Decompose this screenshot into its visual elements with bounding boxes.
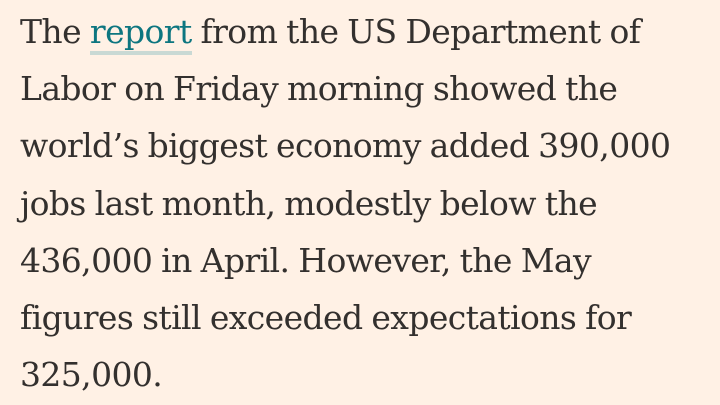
paragraph-line: world’s biggest economy added 390,000 [20, 126, 671, 166]
paragraph-line: jobs last month, modestly below the [20, 183, 598, 223]
paragraph-line: 436,000 in April. However, the May [20, 240, 592, 280]
report-link[interactable]: report [89, 12, 192, 55]
paragraph-line: figures still exceeded expectations for [20, 298, 632, 338]
line-text: The [20, 12, 90, 51]
line-text: from the US Department of [191, 12, 641, 51]
article-paragraph: The report from the US Department of Lab… [20, 3, 710, 403]
paragraph-line: Labor on Friday morning showed the [20, 69, 618, 109]
paragraph-line: 325,000. [20, 355, 163, 395]
paragraph-line: The report from the US Department of [20, 3, 710, 60]
